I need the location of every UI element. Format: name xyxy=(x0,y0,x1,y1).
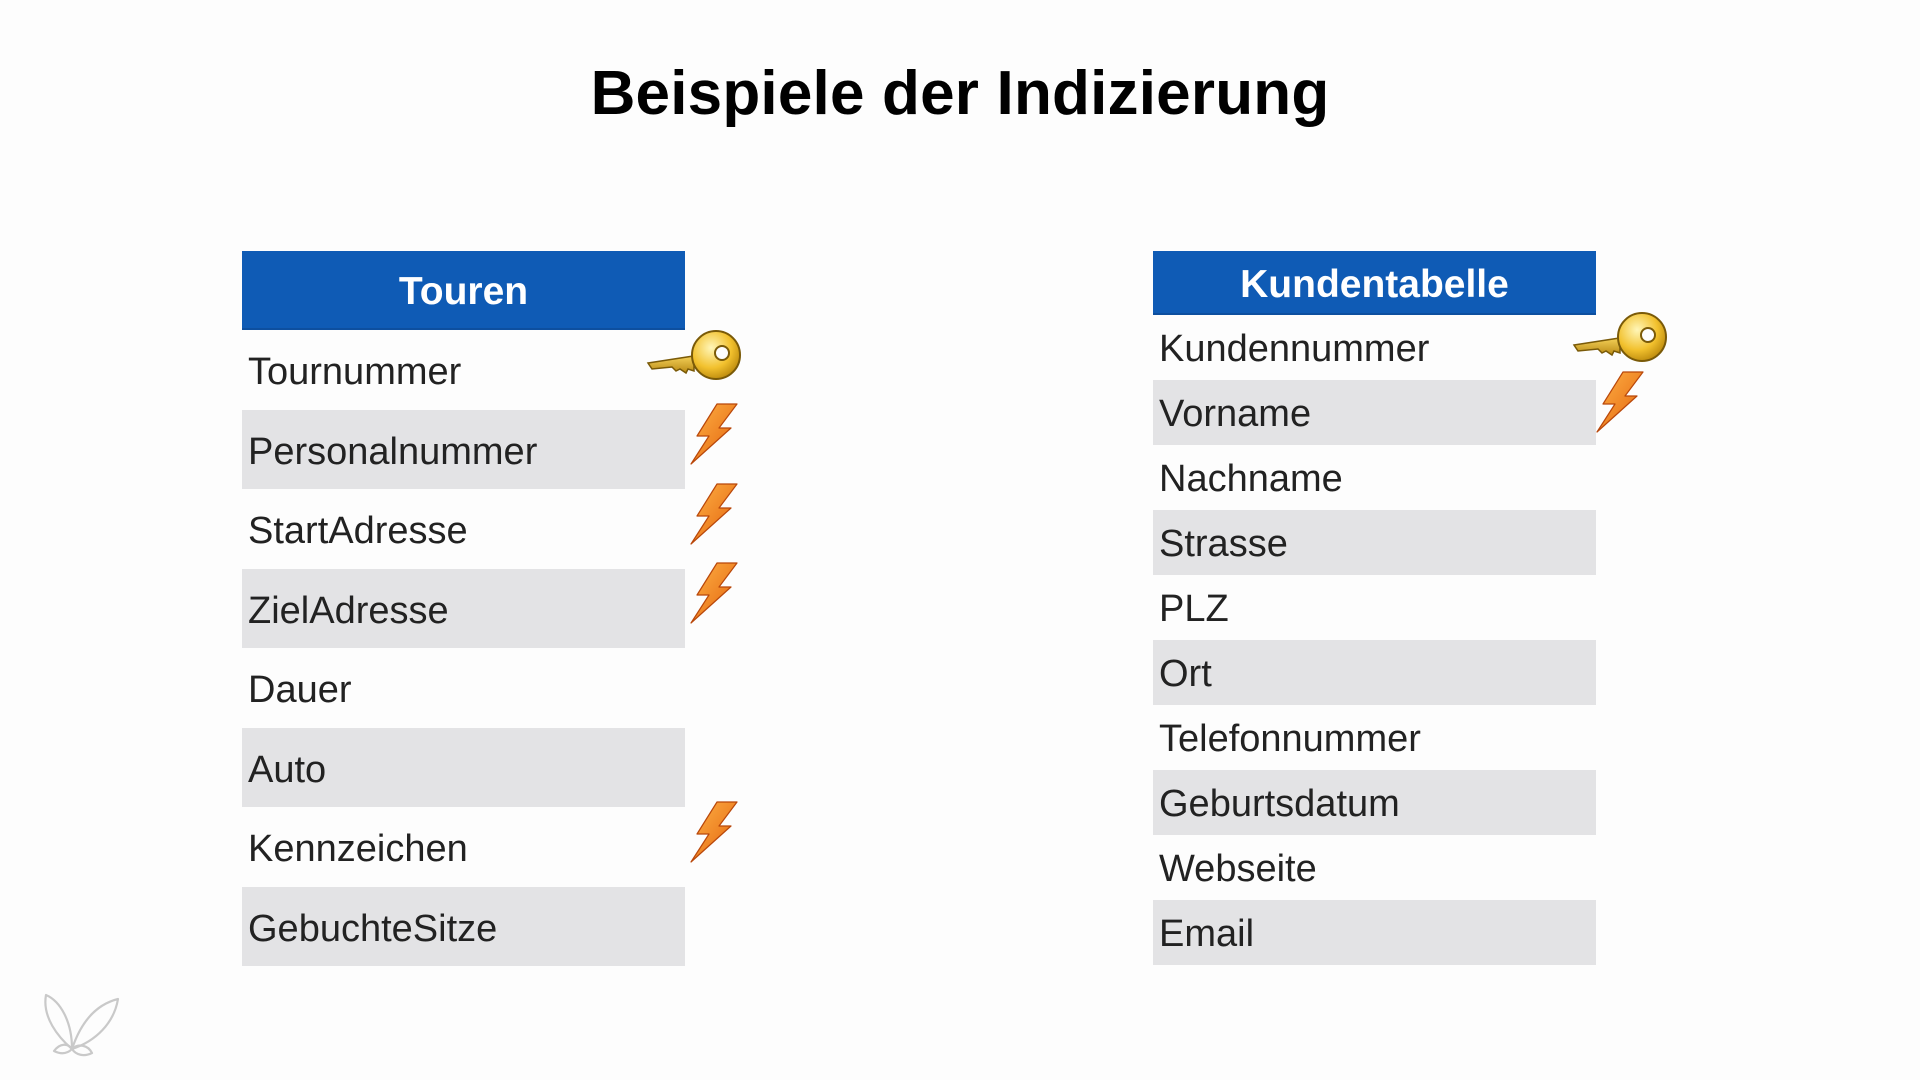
lightning-bolt-icon xyxy=(687,800,739,894)
kunden-row: PLZ xyxy=(1153,575,1596,640)
touren-row-label: Tournummer xyxy=(248,351,462,393)
key-icon xyxy=(1568,309,1668,387)
kunden-row-label: Vorname xyxy=(1159,393,1312,435)
butterfly-logo-icon xyxy=(38,985,120,1062)
kunden-row: Kundennummer xyxy=(1153,311,1667,380)
touren-row-label: ZielAdresse xyxy=(248,589,449,632)
touren-row: Tournummer xyxy=(242,329,741,410)
touren-table: Touren Tournummer Personalnummer StartAdre… xyxy=(242,251,741,966)
kunden-row-label: Strasse xyxy=(1159,523,1288,565)
kunden-row: Strasse xyxy=(1153,510,1596,575)
touren-row: GebuchteSitze xyxy=(242,886,685,966)
touren-row-label: GebuchteSitze xyxy=(248,907,498,950)
kunden-row: Vorname xyxy=(1153,370,1644,445)
kunden-row: Telefonnummer xyxy=(1153,705,1596,770)
touren-row: ZielAdresse xyxy=(242,562,738,648)
kunden-row: Nachname xyxy=(1153,445,1596,510)
key-icon xyxy=(642,327,742,413)
kunden-table: Kundentabelle Kundennummer Vorname Nachnam… xyxy=(1153,251,1667,965)
lightning-bolt-icon xyxy=(687,482,739,576)
kunden-row-label: Geburtsdatum xyxy=(1159,783,1400,825)
touren-row-label: Kennzeichen xyxy=(248,828,468,870)
slide-title: Beispiele der Indizierung xyxy=(590,59,1330,128)
kunden-row: Ort xyxy=(1153,640,1596,705)
kunden-row: Webseite xyxy=(1153,835,1596,900)
kunden-row-label: PLZ xyxy=(1159,588,1229,630)
kunden-row-label: Telefonnummer xyxy=(1159,718,1421,760)
touren-row: Kennzeichen xyxy=(242,801,738,887)
touren-rows: Tournummer Personalnummer StartAdresse Ziel… xyxy=(242,329,741,966)
kunden-row-label: Nachname xyxy=(1159,458,1343,500)
lightning-bolt-icon xyxy=(1593,370,1645,456)
touren-row-label: Auto xyxy=(248,748,327,791)
lightning-bolt-icon xyxy=(687,561,739,655)
touren-row: Dauer xyxy=(242,648,685,728)
kunden-row: Geburtsdatum xyxy=(1153,770,1596,835)
touren-row: Auto xyxy=(242,727,685,807)
kunden-rows: Kundennummer Vorname Nachname Strasse PLZ Ort… xyxy=(1153,311,1667,965)
kunden-row-label: Kundennummer xyxy=(1159,328,1430,370)
kunden-row: Email xyxy=(1153,900,1596,965)
touren-row-label: Dauer xyxy=(248,669,352,711)
touren-row: StartAdresse xyxy=(242,483,738,569)
lightning-bolt-icon xyxy=(687,402,739,496)
touren-row-label: Personalnummer xyxy=(248,430,538,473)
kunden-row-label: Ort xyxy=(1159,653,1212,695)
kunden-row-label: Email xyxy=(1159,913,1255,955)
touren-table-header: Touren xyxy=(242,251,685,330)
touren-row: Personalnummer xyxy=(242,403,738,489)
touren-row-label: StartAdresse xyxy=(248,510,468,552)
kunden-table-header: Kundentabelle xyxy=(1153,251,1596,315)
kunden-row-label: Webseite xyxy=(1159,848,1317,890)
